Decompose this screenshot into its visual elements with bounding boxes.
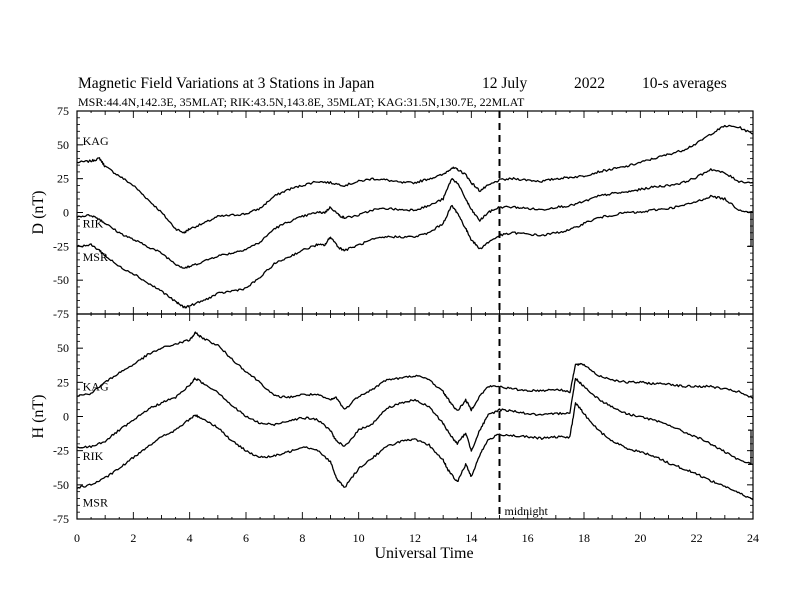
series-line-kag [77, 331, 754, 412]
series-line-rik [76, 377, 754, 465]
y-axis-label: D (nT) [30, 191, 47, 235]
x-tick-label: 24 [747, 531, 759, 545]
station-label-kag: KAG [83, 380, 109, 394]
x-tick-label: 22 [691, 531, 703, 545]
y-tick-label: 25 [57, 172, 69, 186]
x-tick-label: 6 [243, 531, 249, 545]
panel-1-frame [76, 110, 754, 315]
x-tick-label: 4 [187, 531, 193, 545]
station-label-msr: MSR [83, 496, 108, 510]
x-tick-label: 8 [299, 531, 305, 545]
x-tick-label: 16 [522, 531, 534, 545]
station-label-msr: MSR [83, 250, 108, 264]
station-label-kag: KAG [83, 134, 109, 148]
x-tick-label: 14 [465, 531, 477, 545]
station-label-rik: RIK [83, 216, 104, 230]
y-tick-label: 25 [57, 375, 69, 389]
chart-title: Magnetic Field Variations at 3 Stations … [78, 75, 375, 92]
y-tick-label: 0 [63, 206, 69, 220]
panel-2-frame [76, 313, 754, 520]
series-line-rik [76, 168, 753, 269]
chart-date: 12 July [482, 75, 527, 92]
y-tick-label: 50 [57, 341, 69, 355]
x-tick-label: 20 [634, 531, 646, 545]
x-tick-label: 10 [353, 531, 365, 545]
y-tick-label: -50 [53, 478, 69, 492]
x-tick-label: 12 [409, 531, 421, 545]
y-tick-label: 75 [57, 104, 69, 118]
y-tick-label: -25 [53, 444, 69, 458]
chart-year: 2022 [574, 75, 605, 92]
x-tick-label: 2 [130, 531, 136, 545]
y-tick-label: -25 [53, 239, 69, 253]
plot-layer: 75 50 25 0 -25 -50 -75 D (nT) KAG RIK MSR 50 25 0 -25 -… [30, 104, 759, 545]
x-tick-label: 18 [578, 531, 590, 545]
series-line-msr [76, 194, 754, 309]
series-line-msr [76, 402, 754, 501]
x-tick-label: 0 [74, 531, 80, 545]
y-tick-label: 0 [63, 410, 69, 424]
chart-averaging: 10-s averages [642, 75, 727, 92]
x-axis-label: Universal Time [374, 545, 473, 562]
y-tick-label: 50 [57, 138, 69, 152]
series-line-kag [76, 124, 754, 234]
y-axis-label: H (nT) [30, 395, 47, 439]
y-tick-label: -75 [53, 512, 69, 526]
y-tick-label: -50 [53, 273, 69, 287]
y-tick-label: -75 [53, 307, 69, 321]
midnight-marker-label: midnight [505, 504, 549, 518]
stations-info: MSR:44.4N,142.3E, 35MLAT; RIK:43.5N,143.… [78, 95, 525, 109]
station-label-rik: RIK [83, 449, 104, 463]
